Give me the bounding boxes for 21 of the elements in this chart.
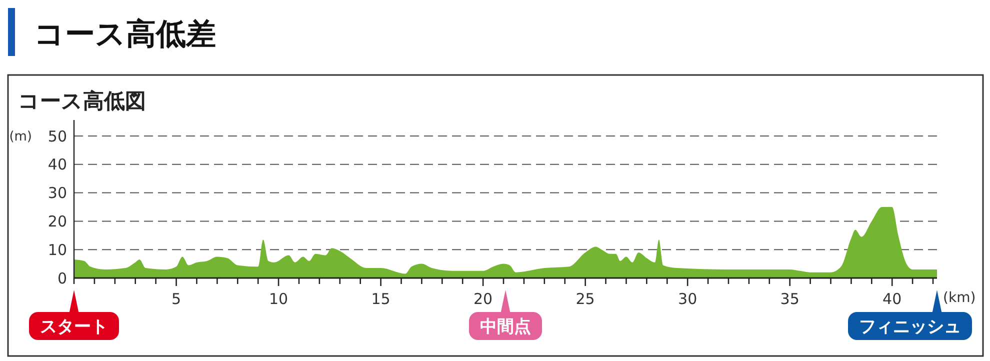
y-axis-title: (m) — [9, 130, 32, 145]
annotation: フィニッシュ — [859, 317, 961, 337]
chart-subtitle: コース高低図 — [18, 89, 146, 113]
x-tick-label: 35 — [780, 290, 800, 308]
x-tick-label: 40 — [882, 290, 902, 308]
y-tick-label: 20 — [48, 212, 67, 230]
y-tick-label: 40 — [48, 156, 67, 174]
x-tick-label: 10 — [268, 290, 288, 308]
x-tick-label: 15 — [371, 290, 390, 308]
y-tick-label: 30 — [48, 184, 67, 202]
y-tick-label: 50 — [48, 127, 67, 146]
x-tick-label: 5 — [171, 290, 182, 308]
annotation: 中間点 — [480, 317, 531, 337]
x-tick-label: 25 — [576, 290, 595, 308]
x-tick-label: 20 — [474, 290, 493, 308]
chart-title: コース高低差 — [34, 17, 216, 52]
y-tick-label: 0 — [57, 269, 67, 288]
x-tick-label: 30 — [678, 290, 698, 308]
y-tick-label: 10 — [48, 240, 67, 259]
annotation: スタート — [40, 317, 108, 337]
x-axis-title: (km) — [943, 290, 976, 306]
